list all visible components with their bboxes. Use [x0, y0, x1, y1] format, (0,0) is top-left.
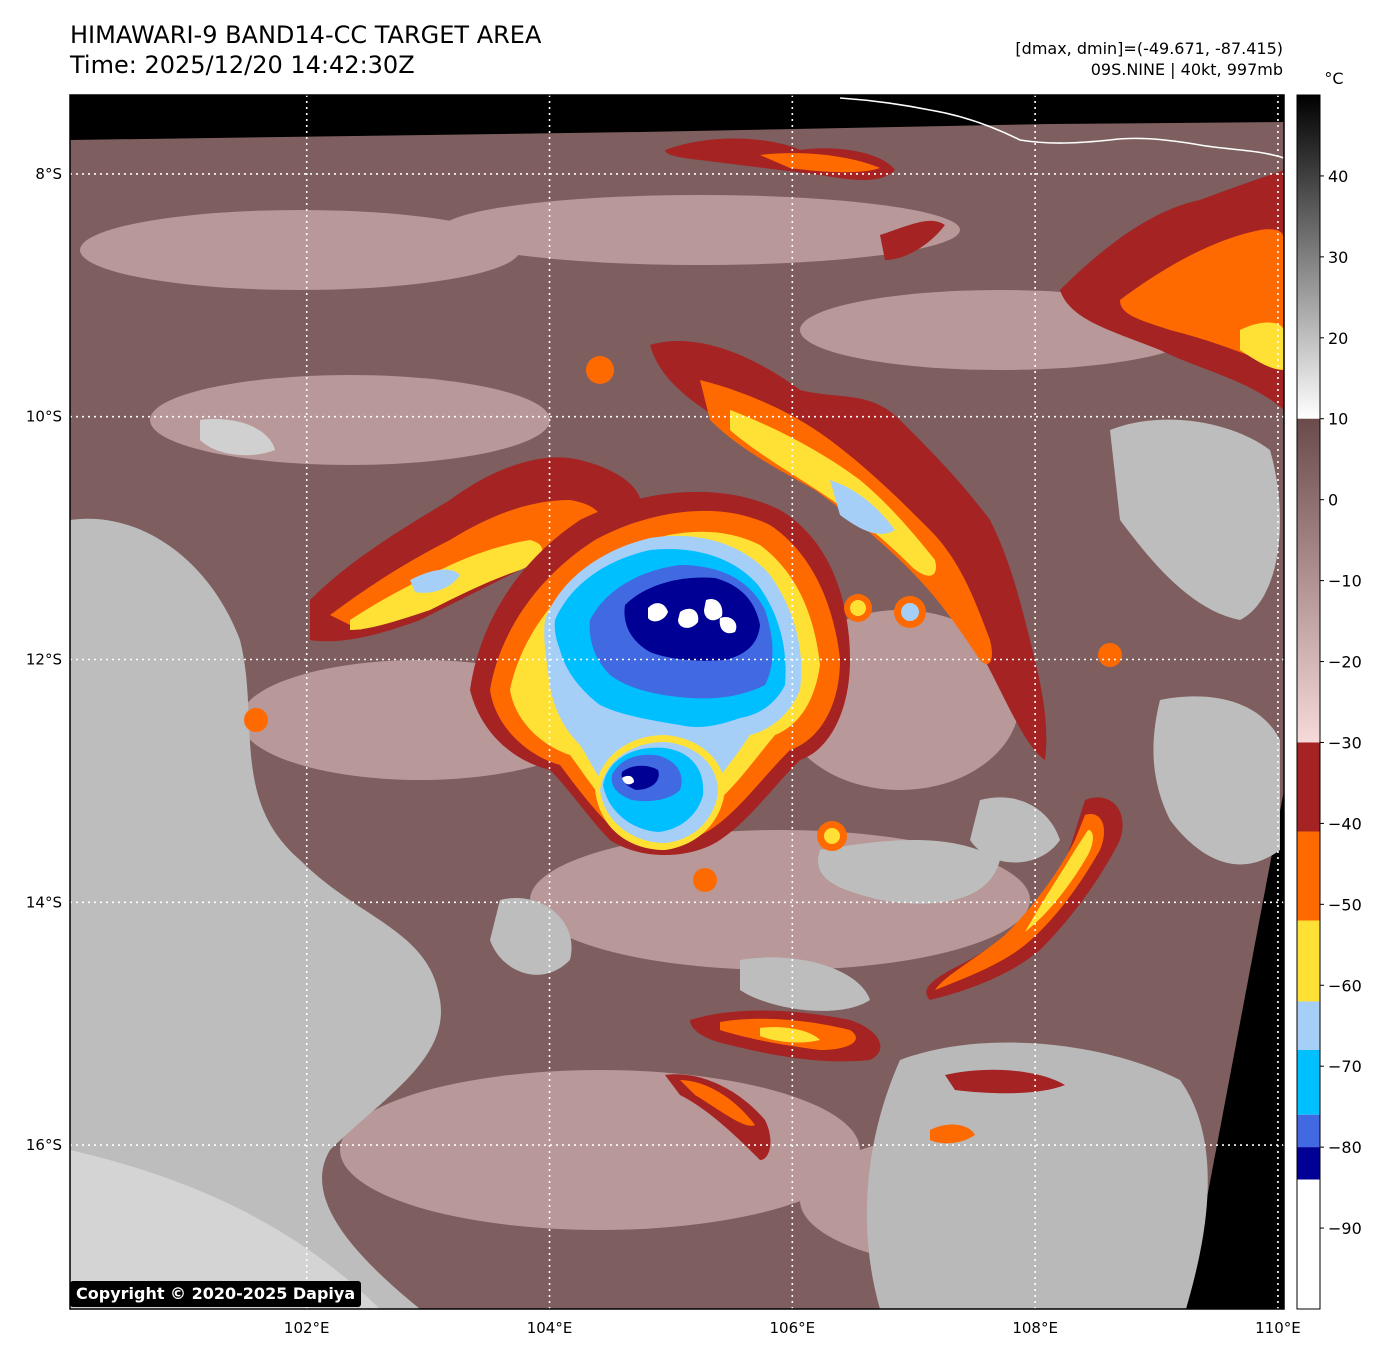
- lat-label: 8°S: [35, 165, 62, 183]
- colorbar-unit: °C: [1324, 69, 1343, 88]
- lon-label: 108°E: [1012, 1319, 1058, 1337]
- lat-label: 10°S: [26, 408, 62, 426]
- colorbar-tick-label: −70: [1328, 1057, 1362, 1076]
- no-data-right: [1186, 790, 1284, 1309]
- imagery: [70, 95, 1284, 1309]
- colorbar-tick-label: −10: [1328, 572, 1362, 591]
- colorbar-frame: [1296, 94, 1321, 1310]
- colorbar-tick-label: −60: [1328, 976, 1362, 995]
- colorbar-tick-label: 10: [1328, 410, 1348, 429]
- colorbar-tick-label: −20: [1328, 653, 1362, 672]
- longitude-labels: 102°E 104°E 106°E 108°E 110°E: [284, 1319, 1301, 1337]
- colorbar-tick-label: 20: [1328, 329, 1348, 348]
- colorbar-tick-label: −50: [1328, 895, 1362, 914]
- colorbar-tick-label: 0: [1328, 491, 1338, 510]
- colorbar-tick-label: −80: [1328, 1138, 1362, 1157]
- info-storm: 09S.NINE | 40kt, 997mb: [1090, 60, 1283, 79]
- lat-label: 12°S: [26, 651, 62, 669]
- lon-label: 106°E: [770, 1319, 816, 1337]
- info-dmax-dmin: [dmax, dmin]=(-49.671, -87.415): [1015, 39, 1283, 58]
- colorbar-segment: [1297, 95, 1320, 419]
- spiral-band-southeast: [926, 797, 1123, 1000]
- colorbar-tick-label: −40: [1328, 814, 1362, 833]
- colorbar-segment: [1297, 1114, 1320, 1148]
- colorbar-segment: [1297, 831, 1320, 921]
- colorbar: °C 40 30 20 10 0 −10 −20 −30 −40 −50 −60 −70 −80 −90: [1296, 69, 1362, 1310]
- spiral-band-west: [310, 457, 642, 642]
- colorbar-tick-label: 30: [1328, 248, 1348, 267]
- title-line-2: Time: 2025/12/20 14:42:30Z: [70, 51, 415, 79]
- low-cloud-gray: [70, 419, 1280, 1309]
- latitude-labels: 8°S 10°S 12°S 14°S 16°S: [26, 165, 62, 1154]
- lon-label: 104°E: [527, 1319, 573, 1337]
- colorbar-tick-label: 40: [1328, 167, 1348, 186]
- colorbar-segment: [1297, 1050, 1320, 1115]
- gridlines: [70, 95, 1284, 1309]
- spiral-band-north: [650, 341, 1047, 760]
- colorbar-segment: [1297, 1179, 1320, 1309]
- chart-title: HIMAWARI-9 BAND14-CC TARGET AREA Time: 2…: [70, 20, 541, 80]
- central-dense-overcast: [470, 491, 850, 855]
- copyright-notice: Copyright © 2020-2025 Dapiya: [70, 1281, 362, 1307]
- lon-label: 102°E: [284, 1319, 330, 1337]
- lat-label: 14°S: [26, 893, 62, 911]
- spiral-band-south: [665, 1010, 1065, 1160]
- lat-label: 16°S: [26, 1136, 62, 1154]
- coastline: [839, 97, 1284, 159]
- lon-label: 110°E: [1255, 1319, 1301, 1337]
- map-frame: [69, 94, 1285, 1310]
- convection-northeast: [665, 138, 1284, 410]
- small-cells-east: [244, 356, 1122, 892]
- colorbar-segment: [1297, 1147, 1320, 1180]
- colorbar-segment: [1297, 1001, 1320, 1051]
- no-data-top: [70, 95, 1284, 140]
- colorbar-tick-label: −30: [1328, 733, 1362, 752]
- colorbar-segment: [1297, 418, 1320, 743]
- title-line-1: HIMAWARI-9 BAND14-CC TARGET AREA: [70, 21, 542, 49]
- colorbar-segment: [1297, 920, 1320, 1002]
- colorbar-tick-label: −90: [1328, 1219, 1362, 1238]
- colorbar-segment: [1297, 742, 1320, 832]
- storm-info: [dmax, dmin]=(-49.671, -87.415) 09S.NINE…: [1015, 38, 1283, 80]
